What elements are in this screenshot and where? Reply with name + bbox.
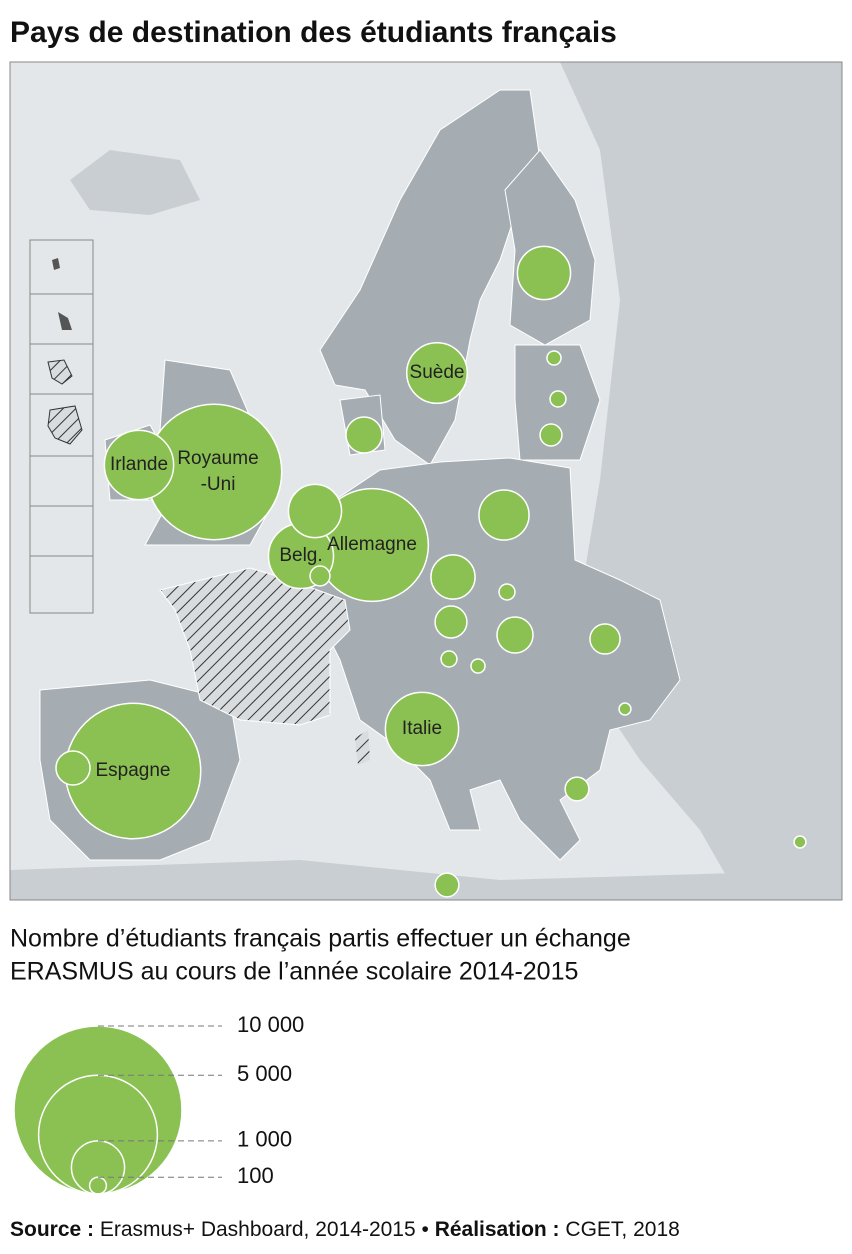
- bubble: [345, 416, 383, 454]
- bubble: [564, 776, 590, 802]
- source-text: Erasmus+ Dashboard, 2014-2015 •: [100, 1218, 429, 1241]
- source-label: Source :: [10, 1218, 94, 1241]
- bubble: [546, 350, 562, 366]
- bubble-label: Allemagne: [327, 534, 417, 555]
- bubble: [434, 872, 460, 898]
- legend-title: ERASMUS au cours de l’année scolaire 201…: [10, 958, 578, 986]
- bubble: [470, 658, 486, 674]
- bubble: [384, 691, 460, 767]
- bubble-label: Italie: [402, 718, 442, 739]
- map-frame: [9, 61, 843, 901]
- bubble: [430, 554, 476, 600]
- bubble-label: Royaume: [177, 448, 258, 469]
- source: Source : Erasmus+ Dashboard, 2014-2015 •…: [10, 1218, 680, 1241]
- bubble: [55, 750, 91, 786]
- bubble: [405, 341, 469, 405]
- bubble: [793, 835, 807, 849]
- bubble: [618, 702, 632, 716]
- bubble-label: -Uni: [201, 474, 236, 495]
- bubble-label: Belg.: [279, 545, 322, 566]
- bubbles: Royaume -Uni Espagne Allemagne Irlande Italie…: [55, 245, 807, 898]
- credit-text: CGET, 2018: [565, 1218, 679, 1241]
- bubble: [549, 390, 567, 408]
- legend-title: Nombre d’étudiants français partis effec…: [10, 925, 631, 953]
- legend-label: 10 000: [237, 1012, 304, 1037]
- bubble: [309, 565, 331, 587]
- bubble: [539, 423, 563, 447]
- bubble: [434, 605, 468, 639]
- title: Pays de destination des étudiants frança…: [10, 16, 617, 49]
- bubble: [478, 489, 530, 541]
- bubble-label: Irlande: [110, 454, 168, 475]
- bubble: [516, 245, 572, 301]
- bubble: [589, 623, 621, 655]
- credit-label: Réalisation :: [435, 1218, 560, 1241]
- legend-label: 100: [237, 1163, 274, 1188]
- legend-label: 1 000: [237, 1127, 292, 1152]
- legend-label: 5 000: [237, 1061, 292, 1086]
- legend: 10 000 5 000 1 000 100: [13, 1012, 304, 1195]
- bubble: [103, 429, 175, 501]
- bubble-label: Suède: [410, 362, 465, 383]
- bubble: [498, 583, 516, 601]
- bubble-label: Espagne: [95, 760, 170, 781]
- legend-circle: [13, 1025, 183, 1195]
- bubble: [287, 483, 343, 539]
- bubble: [496, 616, 534, 654]
- bubble: [440, 650, 458, 668]
- inset-boxes: [29, 239, 94, 614]
